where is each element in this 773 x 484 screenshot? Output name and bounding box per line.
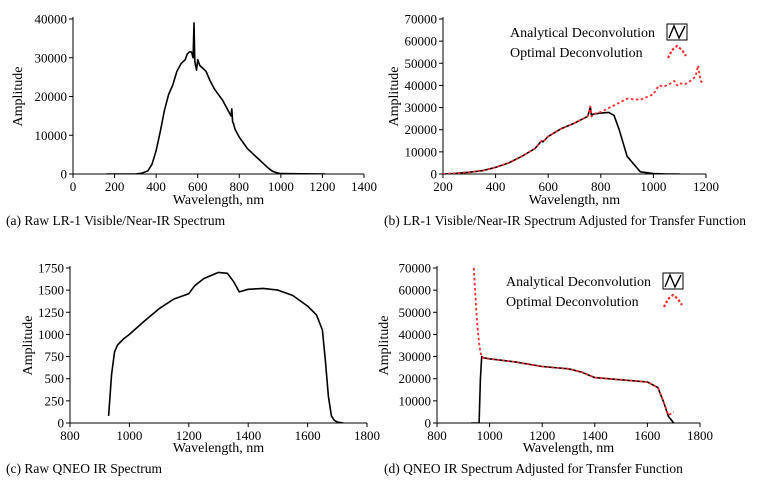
legend-swatch-box <box>663 293 683 309</box>
y-axis-label: Amplitude <box>11 67 26 127</box>
y-tick-label: 70000 <box>399 261 432 276</box>
x-tick-label: 1800 <box>687 428 713 443</box>
legend-swatch <box>663 293 683 308</box>
y-tick-label: 250 <box>45 393 65 408</box>
y-tick-label: 750 <box>45 349 65 364</box>
panel-d: 800 1000 1200 1400 1600 1800 0 10000 20000 30000 4… <box>377 261 713 477</box>
y-tick-label: 1250 <box>38 305 64 320</box>
legend-swatch <box>664 273 682 289</box>
panel-caption: (a) Raw LR-1 Visible/Near-IR Spectrum <box>6 213 226 228</box>
x-tick-label: 1200 <box>693 179 719 194</box>
x-tick-label: 600 <box>538 179 558 194</box>
y-tick-label: 30000 <box>399 349 432 364</box>
series-line-analytical-deconvolution <box>443 105 680 174</box>
y-tick-label: 50000 <box>405 56 438 71</box>
panel-caption: (d) QNEO IR Spectrum Adjusted for Transf… <box>384 461 683 476</box>
x-tick-label: 1200 <box>176 428 202 443</box>
x-axis-label: Wavelength, nm <box>173 193 265 208</box>
y-tick-label: 0 <box>431 167 438 182</box>
x-tick-label: 1400 <box>582 428 608 443</box>
x-axis-label: Wavelength, nm <box>173 441 265 456</box>
panel-b: 200 400 600 800 1000 1200 0 10000 20000 30000 4000… <box>384 12 746 229</box>
panel-caption: (b) LR-1 Visible/Near-IR Spectrum Adjust… <box>384 213 746 228</box>
y-tick-label: 40000 <box>35 12 68 27</box>
x-tick-label: 600 <box>188 179 208 194</box>
legend-swatch <box>667 44 687 59</box>
x-tick-label: 800 <box>230 179 250 194</box>
y-axis-label: Amplitude <box>387 67 402 127</box>
x-tick-label: 1000 <box>477 428 503 443</box>
x-tick-label: 1200 <box>309 179 335 194</box>
y-tick-label: 60000 <box>399 283 432 298</box>
x-tick-label: 400 <box>486 179 506 194</box>
y-tick-label: 70000 <box>405 12 438 27</box>
x-tick-label: 1800 <box>354 428 380 443</box>
x-tick-label: 200 <box>105 179 125 194</box>
x-tick-label: 1600 <box>634 428 660 443</box>
y-axis-label: Amplitude <box>21 316 36 376</box>
x-tick-label: 800 <box>591 179 611 194</box>
x-tick-label: 800 <box>60 428 80 443</box>
series-line-raw-spectrum <box>107 271 344 423</box>
y-tick-label: 0 <box>425 416 432 431</box>
x-tick-label: 1200 <box>529 428 555 443</box>
y-tick-label: 50000 <box>399 305 432 320</box>
x-tick-label: 0 <box>70 179 77 194</box>
x-axis-label: Wavelength, nm <box>523 441 615 456</box>
x-axis-label: Wavelength, nm <box>529 193 621 208</box>
y-tick-label: 10000 <box>399 393 432 408</box>
x-tick-label: 1000 <box>268 179 294 194</box>
y-tick-label: 10000 <box>35 128 68 143</box>
x-tick-label: 800 <box>427 428 447 443</box>
y-tick-label: 0 <box>58 416 65 431</box>
series-line-optimal-deconvolution <box>443 64 704 174</box>
legend-label: Analytical Deconvolution <box>506 275 651 290</box>
y-tick-label: 1500 <box>38 283 64 298</box>
y-tick-label: 0 <box>61 167 68 182</box>
legend-swatch-box <box>667 44 687 60</box>
x-tick-label: 1600 <box>295 428 321 443</box>
series-line-analytical-deconvolution <box>471 355 675 423</box>
legend: Analytical Deconvolution Optimal Deconvol… <box>506 272 684 310</box>
panel-a: 0 200 400 600 800 1000 1200 1400 0 10000 20000 3000… <box>6 12 377 229</box>
y-tick-label: 10000 <box>405 144 438 159</box>
legend-label: Analytical Deconvolution <box>510 26 655 41</box>
legend-label: Optimal Deconvolution <box>510 46 643 61</box>
panel-caption: (c) Raw QNEO IR Spectrum <box>6 461 162 476</box>
y-tick-label: 20000 <box>405 122 438 137</box>
y-tick-label: 20000 <box>399 371 432 386</box>
y-tick-label: 60000 <box>405 34 438 49</box>
x-tick-label: 1000 <box>116 428 142 443</box>
y-axis-label: Amplitude <box>377 316 392 376</box>
x-tick-label: 1000 <box>640 179 666 194</box>
legend-label: Optimal Deconvolution <box>506 295 639 310</box>
y-tick-label: 40000 <box>399 327 432 342</box>
series-line-raw-spectrum <box>106 22 326 174</box>
x-tick-label: 1400 <box>235 428 261 443</box>
y-tick-label: 1750 <box>38 261 64 276</box>
legend: Analytical Deconvolution Optimal Deconvol… <box>510 23 688 61</box>
x-tick-label: 400 <box>146 179 166 194</box>
y-tick-label: 40000 <box>405 78 438 93</box>
y-tick-label: 30000 <box>35 50 68 65</box>
legend-swatch <box>668 24 686 40</box>
panel-c: 800 1000 1200 1400 1600 1800 0 250 500 750 1000 125… <box>6 261 380 477</box>
y-tick-label: 1000 <box>38 327 64 342</box>
y-tick-label: 30000 <box>405 100 438 115</box>
y-tick-label: 20000 <box>35 89 68 104</box>
series-line-optimal-deconvolution <box>472 267 675 417</box>
y-tick-label: 500 <box>45 371 65 386</box>
x-tick-label: 1400 <box>351 179 377 194</box>
x-tick-label: 200 <box>433 179 453 194</box>
